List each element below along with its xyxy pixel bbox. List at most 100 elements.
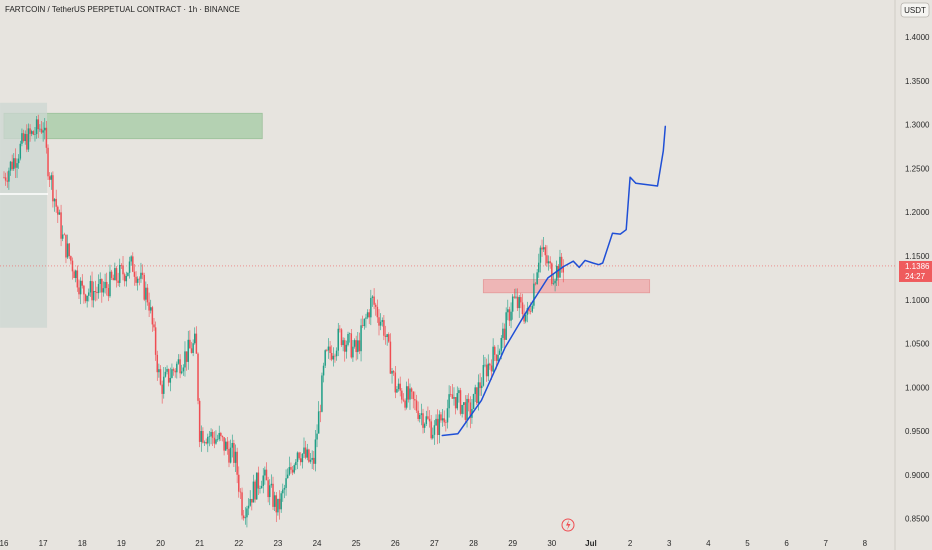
candle-body xyxy=(52,175,54,202)
candle-body xyxy=(298,452,300,459)
candle-body xyxy=(490,365,493,372)
candle-body xyxy=(449,394,452,395)
candle-body xyxy=(422,413,424,428)
candle-body xyxy=(182,367,185,372)
time-axis[interactable]: 16 17 18 19 20 21 22 23 24 25 26 27 28 29 30 Jul 2 3 4 5 6 7 8 xyxy=(0,539,868,548)
candle-body xyxy=(482,364,485,386)
candle-body xyxy=(6,180,9,182)
candle-body xyxy=(505,312,507,340)
candle-body xyxy=(278,498,281,510)
candle-body xyxy=(476,387,478,404)
candle-body xyxy=(520,297,522,303)
candle-body xyxy=(371,296,374,298)
projection-path[interactable] xyxy=(441,125,667,437)
x-tick-label: 8 xyxy=(863,539,868,548)
candle-body xyxy=(187,339,189,362)
candle-body xyxy=(153,324,155,328)
candle-body xyxy=(50,175,53,180)
candle-body xyxy=(361,325,364,327)
candle-body xyxy=(560,256,563,267)
candle-body xyxy=(30,131,33,134)
candle-body xyxy=(76,270,79,288)
candle-body xyxy=(197,353,199,401)
candle-body xyxy=(414,399,416,401)
candle-body xyxy=(94,291,97,293)
candle-body xyxy=(524,314,527,322)
candle-body xyxy=(342,340,344,346)
candle-body xyxy=(251,498,253,503)
candle-body xyxy=(270,483,273,486)
currency-badge[interactable]: USDT xyxy=(900,2,930,18)
x-tick-label: 7 xyxy=(824,539,829,548)
candle-body xyxy=(37,119,39,130)
candle-body xyxy=(436,418,439,435)
candle-body xyxy=(136,278,139,283)
candle-body xyxy=(554,280,556,284)
candle-body xyxy=(513,296,516,298)
y-tick-label: 0.8500 xyxy=(905,515,930,524)
candle-body xyxy=(159,369,162,385)
candle-body xyxy=(301,453,304,463)
candle-body xyxy=(273,495,276,507)
candle-body xyxy=(557,265,560,278)
candle-body xyxy=(304,447,307,458)
candle-body xyxy=(13,158,15,170)
candle-body xyxy=(487,363,489,377)
x-tick-label: 17 xyxy=(39,539,48,548)
candle-body xyxy=(228,449,230,463)
candle-body xyxy=(88,292,90,296)
candle-body xyxy=(397,383,400,390)
candle-body xyxy=(104,281,106,289)
candle-body xyxy=(358,340,361,352)
candle-body xyxy=(326,350,328,351)
y-tick-label: 1.2000 xyxy=(905,208,930,217)
price-axis[interactable]: 1.4000 1.3500 1.3000 1.2500 1.2000 1.1500 1.10… xyxy=(905,33,930,523)
candle-body xyxy=(357,340,359,353)
candle-body xyxy=(198,400,201,442)
candle-body xyxy=(495,354,498,361)
candle-body xyxy=(423,424,426,428)
candle-body xyxy=(515,296,517,298)
candle-body xyxy=(391,371,393,374)
candle-body xyxy=(345,344,348,352)
candle-body xyxy=(79,280,82,295)
candle-body xyxy=(555,265,558,281)
candle-body xyxy=(192,343,194,353)
candle-body xyxy=(288,467,291,475)
candle-body xyxy=(389,341,392,374)
candle-body xyxy=(57,206,59,215)
candle-body xyxy=(559,256,561,278)
candle-body xyxy=(443,418,445,423)
candle-body xyxy=(317,411,320,434)
candle-body xyxy=(60,212,62,239)
candle-body xyxy=(485,364,488,377)
candle-body xyxy=(311,457,313,460)
candle-body xyxy=(203,441,206,443)
candle-body xyxy=(195,333,198,354)
candle-body xyxy=(16,163,18,168)
candle-body xyxy=(492,346,494,372)
candle-body xyxy=(272,483,274,507)
candle-body xyxy=(549,261,551,264)
candle-body xyxy=(419,415,421,419)
x-tick-label: 23 xyxy=(273,539,282,548)
candle-body xyxy=(401,390,403,400)
candle-body xyxy=(151,307,154,325)
candle-body xyxy=(78,287,80,295)
candle-body xyxy=(344,340,346,352)
x-tick-label: 6 xyxy=(784,539,789,548)
support-zone[interactable] xyxy=(482,279,651,294)
candle-body xyxy=(135,276,137,283)
candle-body xyxy=(378,317,380,326)
candle-body xyxy=(92,291,95,301)
candle-body xyxy=(438,414,441,435)
candle-body xyxy=(314,439,317,464)
candle-body xyxy=(521,302,524,314)
candle-body xyxy=(379,321,382,326)
candle-body xyxy=(120,264,123,266)
replay-icon[interactable] xyxy=(561,518,575,532)
candle-body xyxy=(84,294,87,302)
y-tick-label: 1.1500 xyxy=(905,252,930,261)
